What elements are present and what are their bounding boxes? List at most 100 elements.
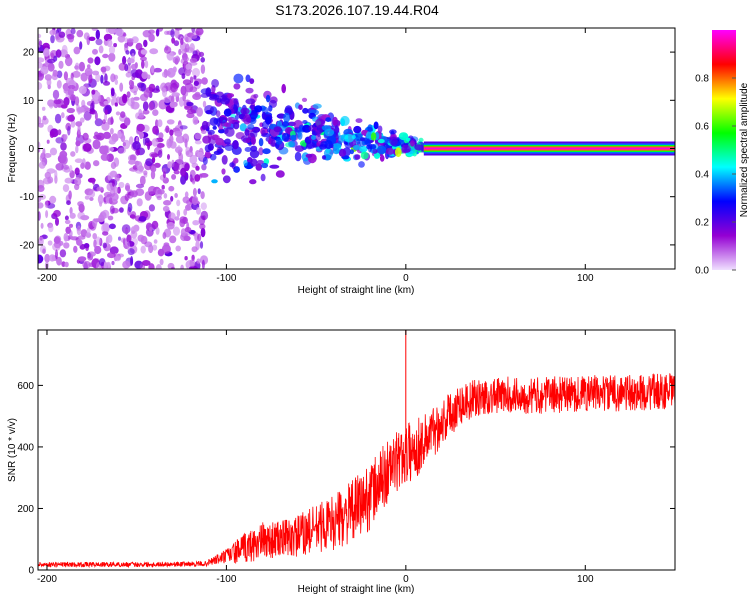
signal-blob xyxy=(265,116,272,125)
noise-blob xyxy=(114,79,119,85)
noise-blob xyxy=(38,33,42,39)
noise-blob xyxy=(130,190,138,198)
noise-blob xyxy=(92,48,98,55)
noise-blob xyxy=(69,165,73,173)
signal-blob xyxy=(221,168,226,175)
noise-blob xyxy=(199,241,204,249)
signal-blob xyxy=(358,161,365,168)
noise-blob xyxy=(77,211,86,220)
noise-blob xyxy=(151,138,159,147)
signal-blob xyxy=(212,125,217,130)
signal-blob xyxy=(389,129,397,135)
noise-blob xyxy=(133,96,140,101)
noise-blob xyxy=(64,261,69,268)
signal-blob xyxy=(283,112,291,123)
noise-blob xyxy=(131,52,135,62)
x-tick-label: -200 xyxy=(37,574,57,585)
signal-blob xyxy=(255,163,263,171)
noise-blob xyxy=(67,114,75,122)
noise-blob xyxy=(82,107,91,112)
noise-blob xyxy=(184,256,188,261)
signal-blob xyxy=(213,118,219,125)
noise-blob xyxy=(67,34,74,43)
noise-blob xyxy=(47,240,53,246)
noise-blob xyxy=(107,252,116,259)
noise-blob xyxy=(169,101,177,109)
noise-blob xyxy=(199,255,209,265)
noise-blob xyxy=(140,56,147,62)
signal-blob xyxy=(233,157,239,164)
noise-blob xyxy=(136,123,145,132)
noise-blob xyxy=(149,48,159,55)
noise-blob xyxy=(56,80,62,89)
noise-blob xyxy=(47,99,55,107)
noise-blob xyxy=(122,93,128,104)
spectrogram-ylabel: Frequency (Hz) xyxy=(7,114,18,183)
noise-blob xyxy=(131,72,140,78)
noise-blob xyxy=(120,134,126,143)
noise-blob xyxy=(70,151,76,157)
noise-blob xyxy=(135,148,141,156)
noise-blob xyxy=(163,193,168,199)
noise-blob xyxy=(148,29,155,35)
noise-blob xyxy=(171,37,176,44)
noise-blob xyxy=(124,182,131,192)
noise-blob xyxy=(75,140,81,147)
noise-blob xyxy=(68,190,72,200)
noise-blob xyxy=(93,160,100,167)
noise-blob xyxy=(150,153,159,158)
signal-blob xyxy=(302,120,308,124)
noise-blob xyxy=(171,174,177,180)
signal-blob xyxy=(233,121,240,130)
noise-blob xyxy=(92,233,97,240)
noise-blob xyxy=(78,61,85,72)
noise-blob xyxy=(94,56,101,66)
signal-blob xyxy=(205,110,213,115)
signal-blob xyxy=(294,151,302,162)
noise-blob xyxy=(161,87,168,98)
noise-blob xyxy=(114,102,119,107)
noise-blob xyxy=(185,150,194,158)
noise-blob xyxy=(183,56,190,62)
signal-blob xyxy=(275,138,283,145)
signal-blob xyxy=(249,179,257,185)
noise-blob xyxy=(76,225,82,236)
noise-blob xyxy=(163,96,172,104)
noise-blob xyxy=(151,220,159,230)
signal-blob xyxy=(325,117,332,122)
noise-blob xyxy=(150,170,156,180)
noise-blob xyxy=(152,244,158,251)
noise-blob xyxy=(50,34,55,44)
noise-blob xyxy=(127,202,133,213)
noise-blob xyxy=(195,28,204,36)
noise-blob xyxy=(98,214,105,223)
signal-blob xyxy=(290,134,297,141)
noise-blob xyxy=(77,124,81,135)
noise-blob xyxy=(100,153,110,161)
signal-blob xyxy=(224,127,235,137)
noise-blob xyxy=(57,129,62,136)
x-tick-label: 100 xyxy=(577,574,594,585)
noise-blob xyxy=(200,191,205,200)
signal-blob xyxy=(232,140,239,150)
noise-blob xyxy=(164,70,171,76)
y-tick-label: 10 xyxy=(23,96,35,107)
noise-blob xyxy=(76,29,84,38)
noise-blob xyxy=(83,111,92,121)
noise-blob xyxy=(38,179,45,189)
noise-blob xyxy=(126,241,130,251)
noise-blob xyxy=(145,158,154,167)
noise-blob xyxy=(200,202,207,210)
noise-blob xyxy=(141,260,151,266)
noise-blob xyxy=(140,83,146,92)
noise-blob xyxy=(191,28,196,34)
noise-blob xyxy=(152,109,159,116)
signal-blob xyxy=(368,143,377,150)
noise-blob xyxy=(185,36,189,43)
signal-blob xyxy=(221,155,228,165)
signal-blob xyxy=(249,110,258,120)
noise-blob xyxy=(167,141,173,147)
signal-blob xyxy=(249,149,260,159)
